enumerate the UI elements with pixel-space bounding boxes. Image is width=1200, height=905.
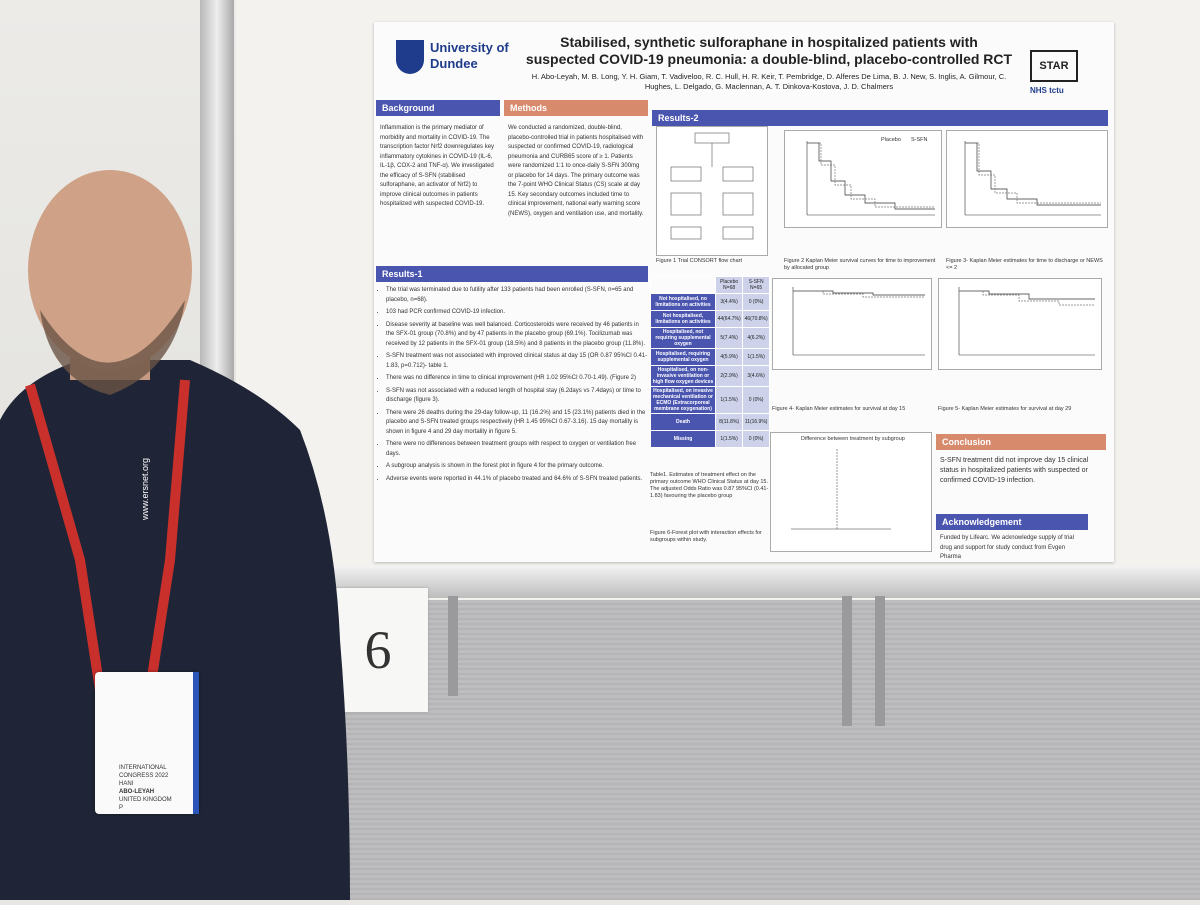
results1-bullet: S-SFN was not associated with a reduced … xyxy=(386,387,648,406)
name-badge: INTERNATIONAL CONGRESS 2022 HANI ABO-LEY… xyxy=(95,672,199,814)
badge-last-name: ABO-LEYAH xyxy=(119,789,155,795)
badge-stripe xyxy=(193,672,199,814)
results1-bullet: 103 had PCR confirmed COVID-19 infection… xyxy=(386,308,648,318)
badge-country: UNITED KINGDOM xyxy=(119,797,172,803)
booth-number-card: 6 xyxy=(328,588,428,712)
board-ledge xyxy=(316,566,1200,598)
table-row: Hospitalised, on non-invasive ventilatio… xyxy=(650,365,770,387)
col-header-ssfn: S-SFN N=65 xyxy=(742,276,770,294)
legend-placebo: Placebo xyxy=(881,137,901,143)
table-row: Death 8(11.8%) 11(16.9%) xyxy=(650,413,770,431)
table-row: Hospitalised, on invasive mechanical ven… xyxy=(650,386,770,414)
figure2-caption: Figure 2 Kaplan Meier survival curves fo… xyxy=(784,258,936,271)
consort-flowchart xyxy=(656,126,768,256)
methods-text: We conducted a randomized, double-blind,… xyxy=(508,125,644,217)
km-plot-time-to-improvement: Placebo S-SFN xyxy=(784,130,942,228)
forest-plot-title: Difference between treatment by subgroup xyxy=(801,436,905,442)
badge-event: INTERNATIONAL CONGRESS 2022 xyxy=(119,765,169,779)
star-logo: STAR xyxy=(1030,50,1078,82)
col-header-placebo: Placebo N=68 xyxy=(714,276,744,294)
badge-first-name: HANI xyxy=(119,781,134,787)
results1-bullet: There was no difference in time to clini… xyxy=(386,374,648,384)
results1-bullet: S-SFN treatment was not associated with … xyxy=(386,352,648,371)
results1-bullet: There were no differences between treatm… xyxy=(386,440,648,459)
table1-clinical-status: Placebo N=68 S-SFN N=65 Not hospitalised… xyxy=(650,276,770,448)
board-leg xyxy=(448,596,458,696)
board-leg xyxy=(842,596,852,726)
badge-tag: P xyxy=(119,805,124,811)
results1-bullet: The trial was terminated due to futility… xyxy=(386,286,648,305)
booth-number: 6 xyxy=(364,620,392,680)
results1-list: The trial was terminated due to futility… xyxy=(378,286,648,487)
km-plot-survival-day29 xyxy=(938,278,1102,370)
figure1-caption: Figure 1 Trial CONSORT flow chart xyxy=(656,258,742,264)
shield-icon xyxy=(396,40,424,74)
results1-heading: Results-1 xyxy=(376,266,648,282)
figure5-caption: Figure 5- Kaplan Meier estimates for sur… xyxy=(938,406,1072,412)
results2-heading: Results-2 xyxy=(652,110,1108,126)
table-row: Not hospitalised, limitations on activit… xyxy=(650,310,770,328)
poster-authors: H. Abo-Leyah, M. B. Long, Y. H. Giam, T.… xyxy=(531,72,1007,91)
results1-bullet: Adverse events were reported in 44.1% of… xyxy=(386,475,648,485)
table-row: Hospitalised, requiring supplemental oxy… xyxy=(650,348,770,366)
methods-heading: Methods xyxy=(504,100,648,116)
acknowledgement-text: Funded by Lifearc. We acknowledge supply… xyxy=(940,535,1074,560)
table1-caption: Table1. Estimates of treatment effect on… xyxy=(650,472,769,499)
university-logo: University of Dundee xyxy=(396,40,514,84)
results1-bullet: There were 26 deaths during the 29-day f… xyxy=(386,409,648,438)
figure3-caption: Figure 3- Kaplan Meier estimates for tim… xyxy=(946,258,1103,271)
forest-plot-subgroups: Difference between treatment by subgroup xyxy=(770,432,932,552)
poster-title: Stabilised, synthetic sulforaphane in ho… xyxy=(525,34,1013,67)
partner-logos: STAR NHS tctu xyxy=(1030,50,1094,110)
results1-bullet: Disease severity at baseline was well ba… xyxy=(386,321,648,350)
km-plot-survival-day15 xyxy=(772,278,932,370)
conclusion-text: S-SFN treatment did not improve day 15 c… xyxy=(940,457,1089,484)
results1-bullet: A subgroup analysis is shown in the fore… xyxy=(386,462,648,472)
background-text: Inflammation is the primary mediator of … xyxy=(380,125,495,207)
acknowledgement-heading: Acknowledgement xyxy=(936,514,1088,530)
booth-pole xyxy=(200,0,234,420)
background-heading: Background xyxy=(376,100,500,116)
board-leg xyxy=(875,596,885,726)
legend-ssfn: S-SFN xyxy=(911,137,928,143)
institution-name: University of Dundee xyxy=(430,40,509,71)
table-row: Missing 1(1.5%) 0 (0%) xyxy=(650,430,770,448)
presenter: www.ersnet.org INTERNATIONAL CONGRESS 20… xyxy=(0,0,380,900)
tctu-logo: tctu xyxy=(1049,86,1064,95)
table-row: Hospitalised, not requiring supplemental… xyxy=(650,327,770,349)
table-row: Not hospitalised, no limitations on acti… xyxy=(650,293,770,311)
nhs-logo: NHS xyxy=(1030,86,1047,95)
lanyard-text: www.ersnet.org xyxy=(140,457,150,520)
conclusion-heading: Conclusion xyxy=(936,434,1106,450)
figure6-caption: Figure 6-Forest plot with interaction ef… xyxy=(650,530,762,543)
research-poster: University of Dundee Stabilised, synthet… xyxy=(374,22,1114,562)
km-plot-time-to-discharge xyxy=(946,130,1108,228)
figure4-caption: Figure 4- Kaplan Meier estimates for sur… xyxy=(772,406,906,412)
